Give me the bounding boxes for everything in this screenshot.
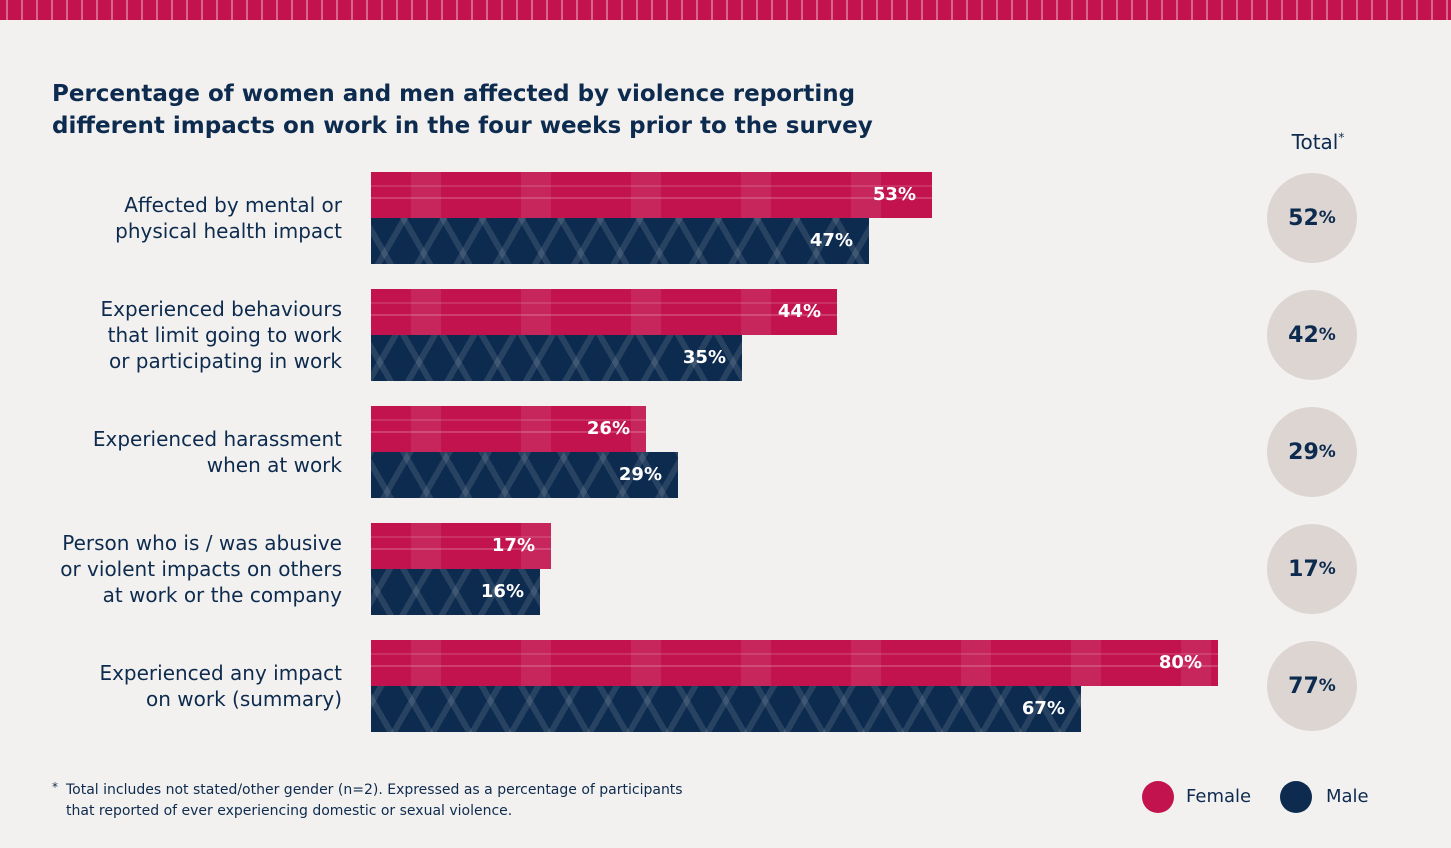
female-bar-value: 26% (586, 418, 630, 439)
category-label-line: on work (summary) (145, 687, 342, 711)
female-bar (371, 523, 551, 569)
female-bar-value: 53% (872, 184, 916, 205)
legend-female-swatch (1142, 781, 1174, 813)
category-label: Experienced harassment when at work (20, 426, 342, 478)
category-label-line: or participating in work (108, 349, 342, 373)
legend-female-label: Female (1186, 786, 1252, 807)
category-label-line: at work or the company (102, 583, 342, 607)
category-label-line: Experienced any impact (99, 661, 342, 685)
category-label-line: or violent impacts on others (60, 557, 342, 581)
total-percent-sign: % (1318, 208, 1336, 228)
legend-male-swatch (1280, 781, 1312, 813)
legend-male-label: Male (1326, 786, 1369, 807)
category-label: Affected by mental or physical health imp… (20, 192, 342, 244)
female-bar (371, 406, 646, 452)
total-value: 29 (1288, 439, 1319, 465)
total-percent-sign: % (1318, 559, 1336, 579)
male-bar-value: 35% (682, 347, 726, 368)
top-pattern-band (0, 0, 1451, 20)
male-bar-value: 47% (809, 230, 853, 251)
female-bar (371, 640, 1218, 686)
chart-title: Percentage of women and men affected by … (52, 81, 873, 139)
total-header-asterisk: * (1338, 130, 1345, 145)
total-percent-sign: % (1318, 325, 1336, 345)
male-bar-value: 67% (1021, 698, 1065, 719)
total-value: 52 (1288, 205, 1319, 231)
female-bar-value: 17% (491, 535, 535, 556)
category-label-line: Experienced behaviours (100, 297, 342, 321)
category-label-line: Person who is / was abusive (62, 531, 342, 555)
total-circle: 17% (1267, 524, 1357, 614)
female-bar (371, 289, 837, 335)
footnote: * Total includes not stated/other gender… (52, 780, 692, 822)
total-value: 42 (1288, 322, 1319, 348)
male-bar (371, 218, 869, 264)
total-header-label: Total (1291, 130, 1339, 154)
category-label: Experienced behaviours that limit going t… (20, 296, 342, 374)
total-value: 77 (1288, 673, 1319, 699)
total-circle: 77% (1267, 641, 1357, 731)
category-label: Experienced any impact on work (summary) (20, 660, 342, 712)
category-label-line: Experienced harassment (92, 427, 342, 451)
total-circle: 42% (1267, 290, 1357, 380)
footnote-asterisk: * (52, 780, 58, 794)
male-bar-value: 29% (618, 464, 662, 485)
category-label-line: physical health impact (115, 219, 342, 243)
category-label-line: Affected by mental or (124, 193, 342, 217)
total-percent-sign: % (1318, 442, 1336, 462)
male-bar (371, 686, 1081, 732)
category-label-line: when at work (206, 453, 342, 477)
total-column-header: Total* (1268, 130, 1368, 154)
category-label-line: that limit going to work (107, 323, 342, 347)
female-bar-value: 44% (777, 301, 821, 322)
female-bar (371, 172, 932, 218)
footnote-text: Total includes not stated/other gender (… (66, 782, 683, 819)
total-circle: 52% (1267, 173, 1357, 263)
female-bar-value: 80% (1158, 652, 1202, 673)
male-bar-value: 16% (480, 581, 524, 602)
male-bar (371, 452, 678, 498)
total-value: 17 (1288, 556, 1319, 582)
total-circle: 29% (1267, 407, 1357, 497)
male-bar (371, 335, 742, 381)
male-bar (371, 569, 540, 615)
category-label: Person who is / was abusive or violent im… (20, 530, 342, 608)
total-percent-sign: % (1318, 676, 1336, 696)
